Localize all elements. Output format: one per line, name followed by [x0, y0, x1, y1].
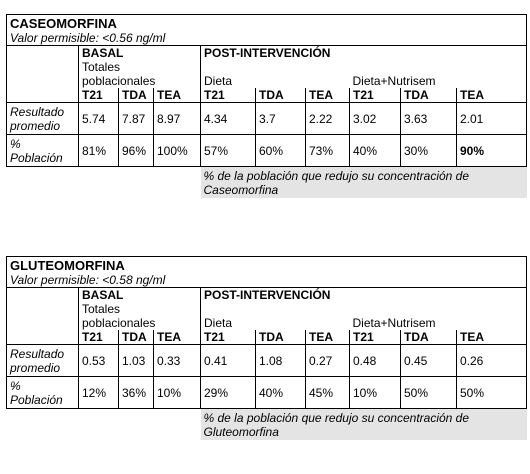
col-header: T21	[349, 330, 401, 345]
data-cell: 7.87	[118, 102, 154, 135]
footnote: % de la población que redujo su concentr…	[200, 408, 527, 440]
col-header: TEA	[305, 330, 350, 345]
col-header: TDA	[255, 330, 306, 345]
data-cell: 5.74	[78, 102, 119, 135]
data-cell: 10%	[153, 376, 201, 409]
col-header: TDA	[118, 330, 154, 345]
data-cell: 10%	[349, 376, 401, 409]
dieta-nutrisem-label: Dieta+Nutrisem	[349, 60, 528, 88]
row-label-poblacion: % Población	[6, 134, 79, 167]
row-label-resultado: Resultado promedio	[6, 102, 79, 135]
data-cell: 0.41	[200, 344, 256, 377]
data-cell: 36%	[118, 376, 154, 409]
col-header: TDA	[400, 88, 457, 103]
col-header: TEA	[305, 88, 350, 103]
data-cell: 12%	[78, 376, 119, 409]
col-header: T21	[349, 88, 401, 103]
data-cell: 50%	[400, 376, 457, 409]
col-header: TEA	[153, 330, 201, 345]
post-intervention-header: POST-INTERVENCIÓN	[199, 287, 528, 302]
data-cell: 3.02	[349, 102, 401, 135]
data-cell: 50%	[455, 376, 528, 409]
data-cell: 8.97	[153, 102, 201, 135]
gluteomorfina-table: GLUTEOMORFINA Valor permisible: <0.58 ng…	[5, 256, 528, 440]
col-header: T21	[78, 88, 119, 103]
data-cell: 0.45	[400, 344, 457, 377]
data-cell: 2.22	[305, 102, 350, 135]
caseomorfina-table-block: CASEOMORFINA Valor permisible: <0.56 ng/…	[5, 14, 528, 198]
permissible-value: Valor permisible: <0.58 ng/ml	[5, 273, 528, 288]
data-cell: 29%	[200, 376, 256, 409]
totales-label: Totales poblacionales	[78, 302, 201, 330]
row-label-poblacion: % Población	[6, 376, 79, 409]
blank-cell	[6, 88, 79, 103]
col-header: TEA	[455, 330, 528, 345]
data-cell: 45%	[305, 376, 350, 409]
data-cell: 0.33	[153, 344, 201, 377]
gluteomorfina-table-block: GLUTEOMORFINA Valor permisible: <0.58 ng…	[5, 256, 528, 440]
blank-cell	[6, 330, 79, 345]
col-header: TDA	[400, 330, 457, 345]
blank-cell	[6, 45, 79, 60]
data-cell: 60%	[255, 134, 306, 167]
table-title: GLUTEOMORFINA	[5, 256, 528, 273]
blank-cell	[6, 60, 79, 88]
data-cell: 73%	[305, 134, 350, 167]
col-header: TEA	[455, 88, 528, 103]
col-header: T21	[78, 330, 119, 345]
blank-cell	[6, 302, 79, 330]
data-cell: 57%	[200, 134, 256, 167]
table-title: CASEOMORFINA	[5, 14, 528, 31]
dieta-label: Dieta	[200, 302, 350, 330]
data-cell: 1.03	[118, 344, 154, 377]
row-label-resultado: Resultado promedio	[6, 344, 79, 377]
data-cell: 0.26	[455, 344, 528, 377]
permissible-value: Valor permisible: <0.56 ng/ml	[5, 31, 528, 46]
post-intervention-header: POST-INTERVENCIÓN	[199, 45, 528, 60]
data-cell: 4.34	[200, 102, 256, 135]
data-cell: 0.53	[78, 344, 119, 377]
col-header: TEA	[153, 88, 201, 103]
data-cell: 3.7	[255, 102, 306, 135]
data-cell: 81%	[78, 134, 119, 167]
data-cell: 2.01	[455, 102, 528, 135]
data-cell: 1.08	[255, 344, 306, 377]
data-cell: 3.63	[400, 102, 457, 135]
data-cell: 100%	[153, 134, 201, 167]
basal-header: BASAL	[78, 287, 201, 302]
blank-cell	[6, 166, 201, 198]
data-cell-highlight: 90%	[455, 134, 528, 167]
caseomorfina-table: CASEOMORFINA Valor permisible: <0.56 ng/…	[5, 14, 528, 198]
data-cell: 40%	[349, 134, 401, 167]
col-header: T21	[200, 330, 256, 345]
data-cell: 40%	[255, 376, 306, 409]
col-header: TDA	[118, 88, 154, 103]
dieta-nutrisem-label: Dieta+Nutrisem	[349, 302, 528, 330]
col-header: T21	[200, 88, 256, 103]
data-cell: 96%	[118, 134, 154, 167]
data-cell: 0.48	[349, 344, 401, 377]
col-header: TDA	[255, 88, 306, 103]
dieta-label: Dieta	[200, 60, 350, 88]
data-cell: 0.27	[305, 344, 350, 377]
blank-cell	[6, 287, 79, 302]
basal-header: BASAL	[78, 45, 201, 60]
totales-label: Totales poblacionales	[78, 60, 201, 88]
footnote: % de la población que redujo su concentr…	[200, 166, 527, 198]
data-cell: 30%	[400, 134, 457, 167]
blank-cell	[6, 408, 201, 440]
